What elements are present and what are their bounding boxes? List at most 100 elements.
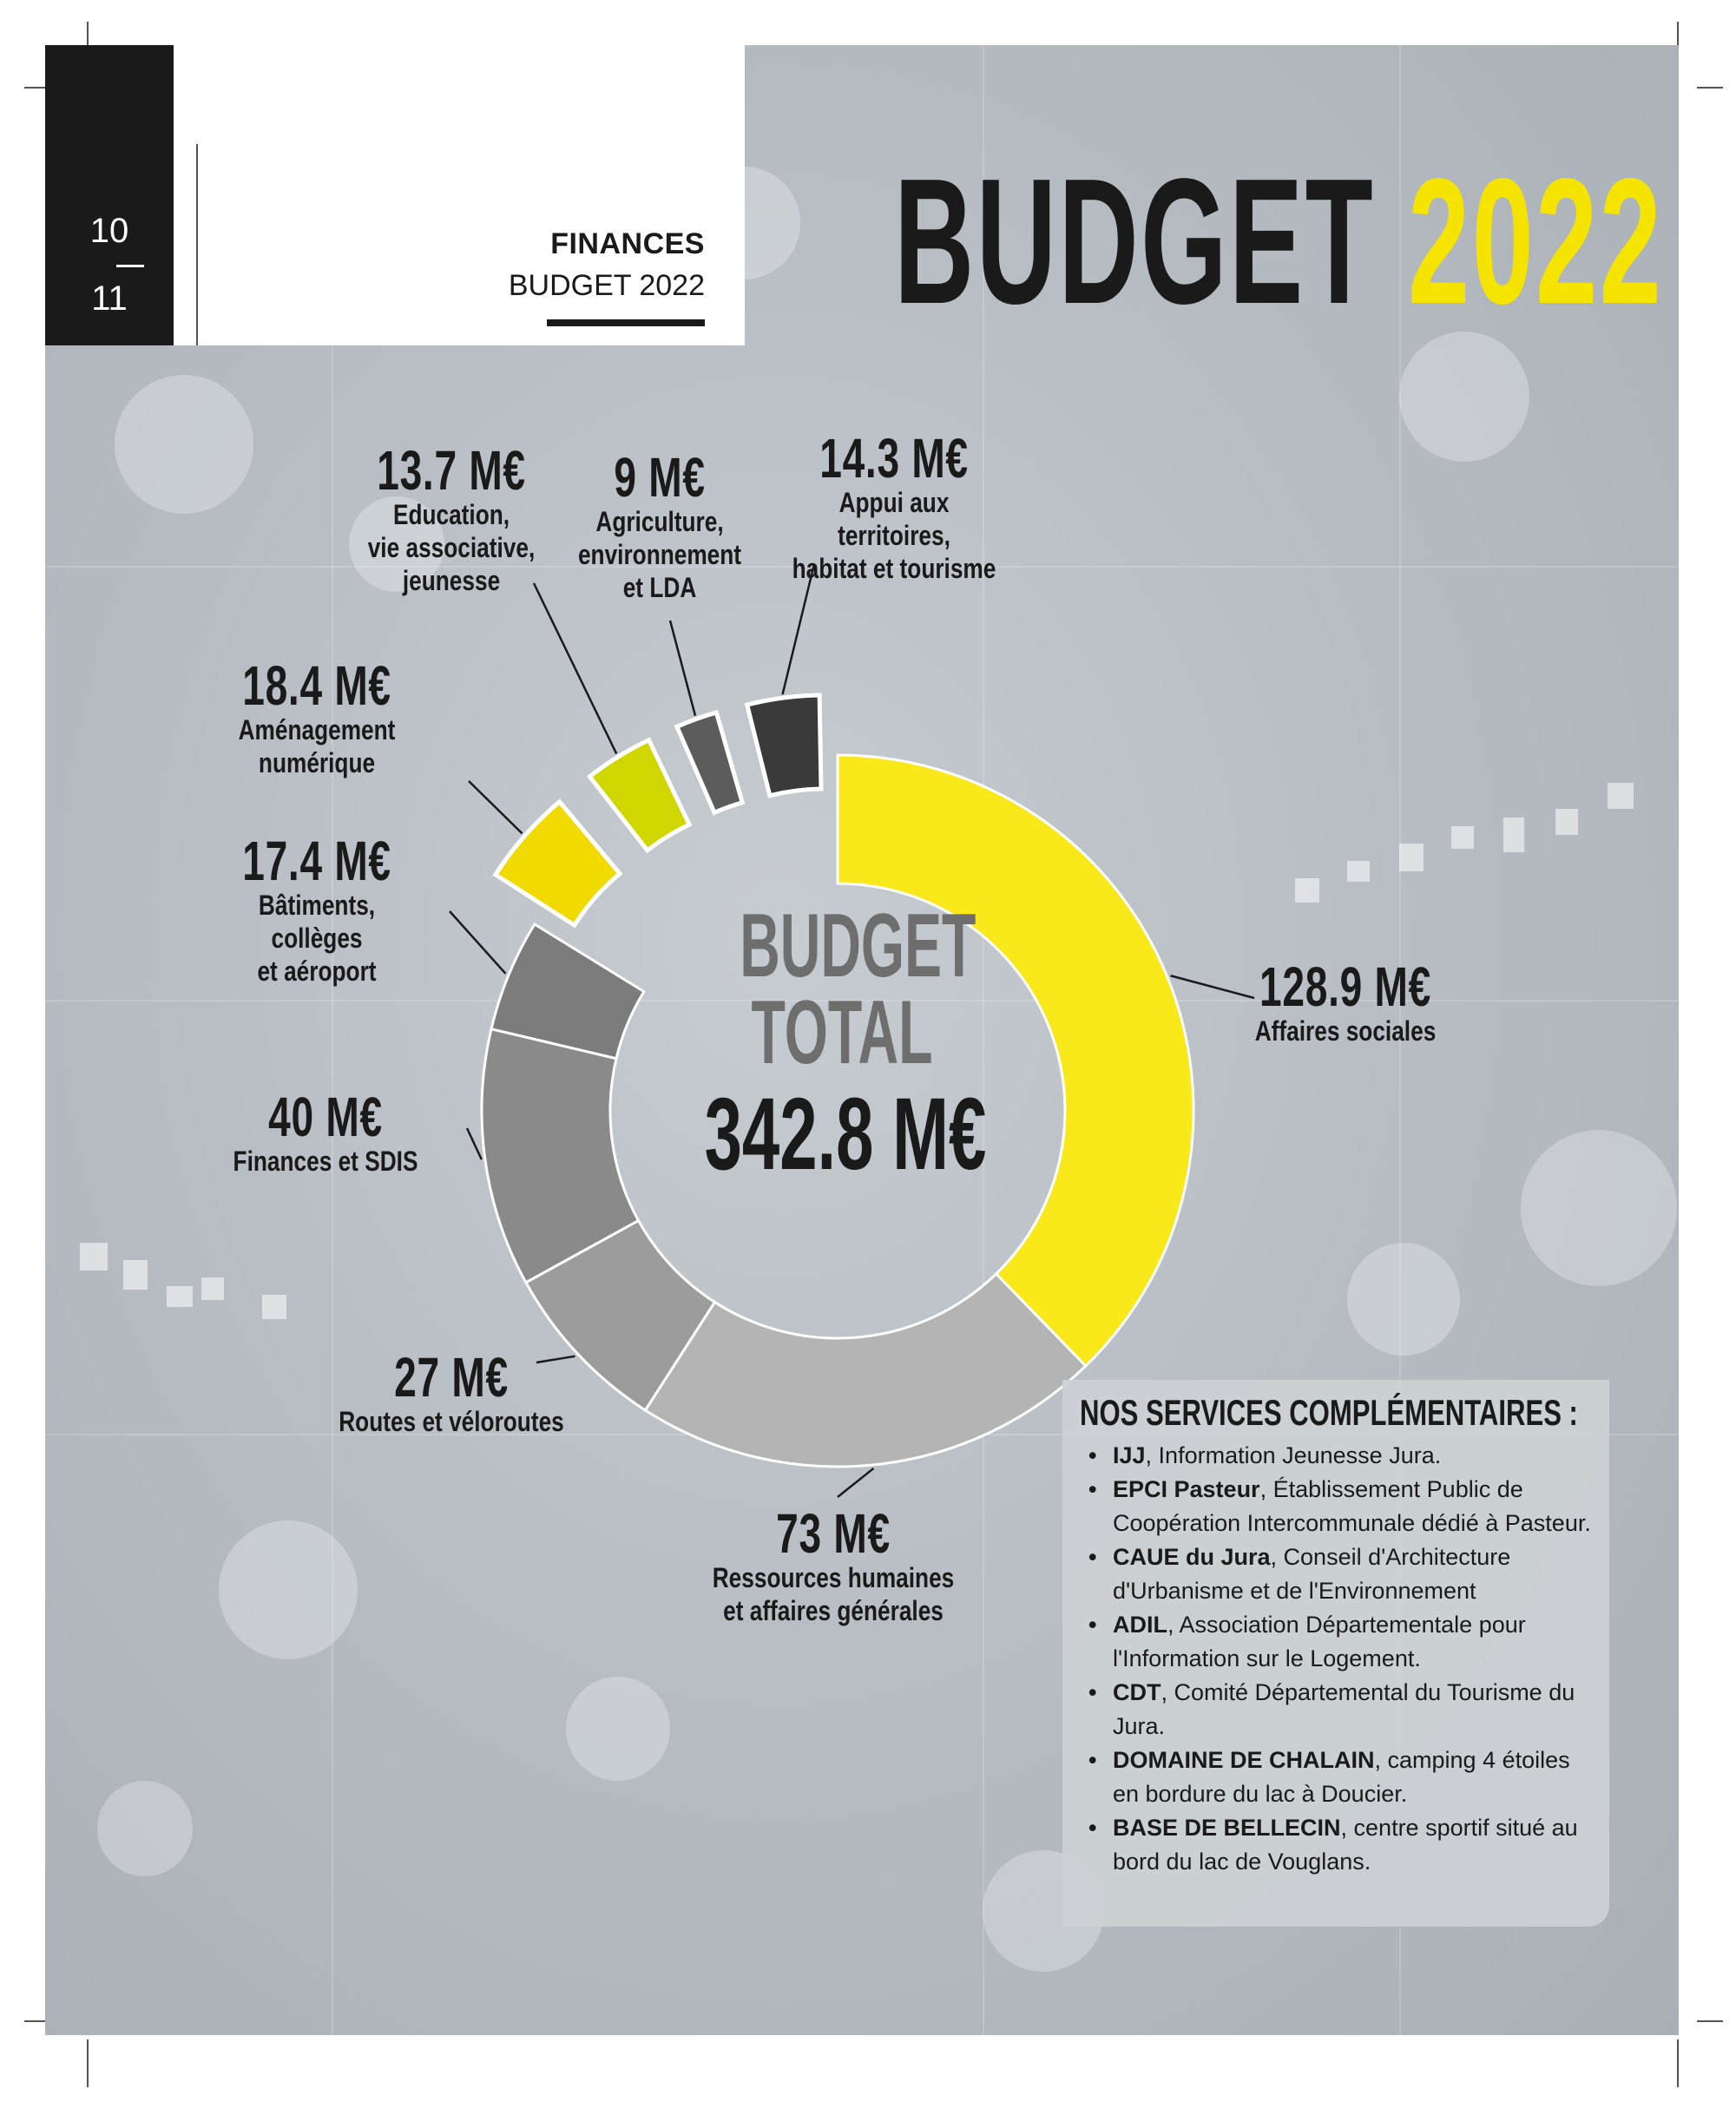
service-name: BASE DE BELLECIN (1113, 1815, 1341, 1841)
leader-line-finances-et-sdis (465, 1127, 483, 1160)
stock-square-decoration (262, 1295, 286, 1319)
service-name: IJJ (1113, 1442, 1146, 1468)
label-affaires-sociales: 128.9 M€ Affaires sociales (1215, 959, 1476, 1047)
grid-decoration (332, 45, 333, 2035)
section-title: FINANCES (550, 227, 705, 260)
label-caption: Ressources humaines et affaires générale… (712, 1562, 955, 1626)
label-finances: 40 M€ Finances et SDIS (195, 1089, 456, 1178)
header-divider (196, 144, 198, 345)
stock-square-decoration (1451, 826, 1474, 849)
label-value: 40 M€ (268, 1086, 383, 1148)
list-item: CDT, Comité Départemental du Tourisme du… (1088, 1676, 1601, 1744)
donut-slice-ressources-humaines-et-affaires-generales (643, 1271, 1088, 1468)
crop-mark (1677, 2039, 1679, 2087)
section-subtitle: BUDGET 2022 (508, 269, 705, 302)
donut-slice-education-vie-associative-jeunesse (586, 737, 693, 854)
label-caption: Affaires sociales (1254, 1015, 1437, 1047)
service-description: , Information Jeunesse Jura. (1145, 1442, 1442, 1468)
label-value: 14.3 M€ (819, 427, 969, 489)
stock-square-decoration (1608, 783, 1634, 809)
stock-square-decoration (1295, 878, 1319, 903)
label-value: 18.4 M€ (242, 654, 391, 717)
service-description: , Comité Départemental du Tourisme du Ju… (1113, 1679, 1575, 1739)
stock-square-decoration (1347, 861, 1370, 882)
center-total-value: 342.8 M€ (704, 1077, 987, 1192)
label-agriculture: 9 M€ Agriculture, environnement et LDA (556, 450, 764, 604)
label-caption: Agriculture, environnement et LDA (577, 506, 742, 603)
leader-line-ressources-humaines-et-affaires-generales (837, 1467, 875, 1498)
crop-mark (87, 2039, 89, 2087)
crop-mark (1697, 87, 1723, 89)
crop-mark (1697, 2020, 1723, 2022)
grid-decoration (1399, 45, 1401, 2035)
page-number-separator (116, 265, 144, 267)
label-value: 17.4 M€ (242, 830, 391, 892)
center-label-total: TOTAL (751, 982, 933, 1083)
bokeh-decoration (1521, 1130, 1677, 1286)
label-value: 9 M€ (614, 446, 706, 509)
stock-square-decoration (1399, 844, 1424, 871)
list-item: IJJ, Information Jeunesse Jura. (1088, 1439, 1601, 1473)
label-caption: Routes et véloroutes (339, 1406, 564, 1437)
bokeh-decoration (1399, 332, 1529, 462)
leader-line-appui-aux-territoires-habitat-et-tourisme (781, 563, 816, 695)
leader-line-affaires-sociales (1170, 975, 1255, 1000)
label-ressources-humaines: 73 M€ Ressources humaines et affaires gé… (668, 1506, 998, 1627)
donut-slice-batiments-colleges-et-aeroport (490, 922, 646, 1061)
donut-slice-amenagement-numerique (492, 798, 623, 929)
label-routes: 27 M€ Routes et véloroutes (299, 1350, 603, 1438)
center-label-budget: BUDGET (740, 896, 976, 996)
label-value: 128.9 M€ (1259, 955, 1431, 1018)
page-title-year: 2022 (1408, 141, 1664, 341)
bokeh-decoration (97, 1781, 193, 1876)
leader-line-amenagement-numerique (468, 780, 523, 835)
service-name: CDT (1113, 1679, 1161, 1705)
label-territoires: 14.3 M€ Appui aux territoires, habitat e… (764, 430, 1024, 585)
page-title-word: BUDGET (894, 141, 1376, 341)
services-panel: NOS SERVICES COMPLÉMENTAIRES : IJJ, Info… (1062, 1380, 1609, 1927)
service-name: ADIL (1113, 1612, 1167, 1638)
bokeh-decoration (349, 496, 444, 592)
leader-line-batiments-colleges-et-aeroport (449, 910, 507, 975)
bokeh-decoration (115, 375, 253, 514)
service-name: EPCI Pasteur (1113, 1476, 1260, 1502)
service-name: CAUE du Jura (1113, 1544, 1271, 1570)
header-box (174, 45, 745, 345)
stock-square-decoration (167, 1286, 193, 1307)
page-number-right: 11 (91, 279, 128, 318)
label-value: 27 M€ (394, 1346, 509, 1409)
stock-square-decoration (201, 1277, 224, 1300)
donut-slice-affaires-sociales (836, 753, 1195, 1369)
label-caption: Aménagement numérique (238, 714, 396, 778)
list-item: BASE DE BELLECIN, centre sportif situé a… (1088, 1811, 1601, 1879)
stock-square-decoration (1555, 809, 1578, 835)
stock-square-decoration (1503, 818, 1524, 852)
label-batiments: 17.4 M€ Bâtiments, collèges et aéroport (187, 833, 447, 988)
page-number-left: 10 (89, 212, 129, 250)
bokeh-decoration (1347, 1243, 1460, 1356)
service-description: , camping 4 étoiles en bordure du lac à … (1113, 1747, 1570, 1807)
section-underline (547, 319, 705, 326)
grid-decoration (45, 566, 1679, 568)
service-description: , centre sportif situé au bord du lac de… (1113, 1815, 1578, 1875)
leader-line-education-vie-associative-jeunesse (532, 582, 618, 755)
list-item: ADIL, Association Départementale pour l'… (1088, 1608, 1601, 1676)
stock-square-decoration (123, 1260, 148, 1290)
donut-slice-appui-aux-territoires-habitat-et-tourisme (744, 693, 824, 798)
services-list: IJJ, Information Jeunesse Jura. EPCI Pas… (1088, 1439, 1601, 1879)
label-caption: Education, vie associative, jeunesse (367, 499, 536, 596)
label-numerique: 18.4 M€ Aménagement numérique (161, 658, 473, 779)
service-description: , Association Départementale pour l'Info… (1113, 1612, 1526, 1671)
list-item: EPCI Pasteur, Établissement Public de Co… (1088, 1473, 1601, 1540)
label-education: 13.7 M€ Education, vie associative, jeun… (343, 443, 560, 597)
leader-line-routes-et-veloroutes (536, 1355, 575, 1364)
service-description: , Établissement Public de Coopération In… (1113, 1476, 1591, 1536)
label-value: 13.7 M€ (377, 439, 526, 502)
service-description: , Conseil d'Architecture d'Urbanisme et … (1113, 1544, 1511, 1604)
label-caption: Finances et SDIS (233, 1146, 418, 1177)
leader-line-agriculture-environnement-et-lda (668, 620, 697, 716)
label-value: 73 M€ (776, 1502, 891, 1565)
donut-slice-agriculture-environnement-et-lda (674, 709, 746, 816)
label-caption: Bâtiments, collèges et aéroport (257, 890, 377, 987)
